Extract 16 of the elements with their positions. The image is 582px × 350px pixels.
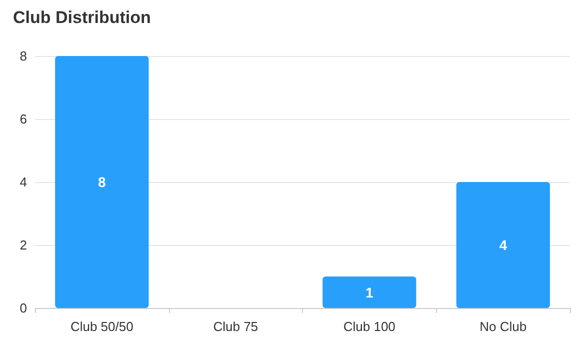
y-tick-label: 6 — [20, 112, 27, 126]
bar — [456, 182, 550, 308]
y-tick-label: 8 — [20, 48, 27, 64]
bar — [55, 56, 149, 308]
x-tick-label: Club 50/50 — [70, 319, 134, 334]
y-tick-label: 4 — [20, 174, 27, 190]
x-tick-label: Club 100 — [343, 319, 396, 334]
data-label: 8 — [98, 174, 106, 190]
x-tick-label: No Club — [480, 319, 527, 334]
chart-title: Club Distribution — [13, 8, 151, 27]
y-tick-label: 2 — [20, 238, 27, 252]
bar — [322, 276, 416, 308]
data-label: 4 — [499, 237, 508, 253]
x-tick-label: Club 75 — [213, 319, 258, 334]
y-tick-label: 0 — [20, 300, 27, 316]
data-label: 1 — [365, 284, 374, 300]
